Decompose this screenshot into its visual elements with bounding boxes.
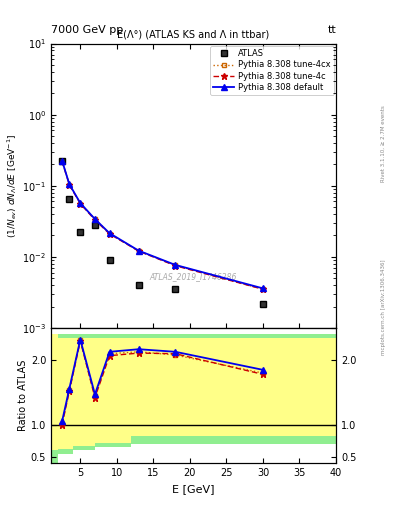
ATLAS xyxy=(67,196,72,202)
Pythia 8.308 default xyxy=(78,200,83,206)
Text: tt: tt xyxy=(327,25,336,35)
Text: Rivet 3.1.10, ≥ 2.7M events: Rivet 3.1.10, ≥ 2.7M events xyxy=(381,105,386,182)
Pythia 8.308 default xyxy=(60,158,64,164)
Pythia 8.308 tune-4c xyxy=(60,158,64,164)
Pythia 8.308 tune-4c xyxy=(136,248,141,254)
Line: Pythia 8.308 default: Pythia 8.308 default xyxy=(59,158,266,291)
Pythia 8.308 default xyxy=(93,216,97,222)
ATLAS xyxy=(78,229,83,236)
Pythia 8.308 tune-4cx xyxy=(107,230,112,237)
ATLAS xyxy=(261,301,265,307)
Pythia 8.308 tune-4c xyxy=(261,286,265,292)
Line: ATLAS: ATLAS xyxy=(59,158,266,307)
Title: E(Λ°) (ATLAS KS and Λ in ttbar): E(Λ°) (ATLAS KS and Λ in ttbar) xyxy=(118,30,270,40)
Pythia 8.308 tune-4cx xyxy=(60,158,64,164)
Pythia 8.308 tune-4c xyxy=(93,217,97,223)
Pythia 8.308 default xyxy=(136,248,141,254)
Line: Pythia 8.308 tune-4c: Pythia 8.308 tune-4c xyxy=(59,158,266,293)
ATLAS xyxy=(93,222,97,228)
ATLAS xyxy=(107,257,112,263)
Legend: ATLAS, Pythia 8.308 tune-4cx, Pythia 8.308 tune-4c, Pythia 8.308 default: ATLAS, Pythia 8.308 tune-4cx, Pythia 8.3… xyxy=(210,46,334,95)
Pythia 8.308 tune-4cx xyxy=(261,286,265,292)
Y-axis label: Ratio to ATLAS: Ratio to ATLAS xyxy=(18,360,28,431)
Pythia 8.308 tune-4cx xyxy=(67,181,72,187)
Pythia 8.308 tune-4c xyxy=(78,201,83,207)
Pythia 8.308 default xyxy=(261,285,265,291)
Text: 7000 GeV pp: 7000 GeV pp xyxy=(51,25,123,35)
Pythia 8.308 tune-4cx xyxy=(93,216,97,222)
Text: mcplots.cern.ch [arXiv:1306.3436]: mcplots.cern.ch [arXiv:1306.3436] xyxy=(381,260,386,355)
ATLAS xyxy=(136,282,141,288)
Line: Pythia 8.308 tune-4cx: Pythia 8.308 tune-4cx xyxy=(60,159,265,292)
Pythia 8.308 default xyxy=(67,181,72,187)
Pythia 8.308 tune-4c xyxy=(67,182,72,188)
Pythia 8.308 tune-4c xyxy=(107,231,112,237)
Pythia 8.308 tune-4cx xyxy=(136,248,141,254)
ATLAS xyxy=(173,286,178,292)
X-axis label: E [GeV]: E [GeV] xyxy=(172,484,215,494)
Pythia 8.308 tune-4c xyxy=(173,263,178,269)
Pythia 8.308 default xyxy=(173,262,178,268)
Pythia 8.308 default xyxy=(107,230,112,236)
Y-axis label: $(1/N_{ev})$ $dN_{\Lambda}/dE$ [GeV$^{-1}$]: $(1/N_{ev})$ $dN_{\Lambda}/dE$ [GeV$^{-1… xyxy=(6,134,20,238)
Pythia 8.308 tune-4cx xyxy=(78,201,83,207)
Text: ATLAS_2019_I1746286: ATLAS_2019_I1746286 xyxy=(150,272,237,281)
Pythia 8.308 tune-4cx xyxy=(173,262,178,268)
ATLAS xyxy=(60,158,64,164)
